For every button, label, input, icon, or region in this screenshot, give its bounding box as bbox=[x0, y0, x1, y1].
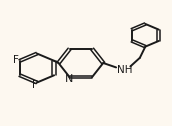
Text: F: F bbox=[32, 80, 38, 90]
Text: N: N bbox=[65, 74, 73, 84]
Text: F: F bbox=[13, 55, 19, 65]
Text: NH: NH bbox=[117, 65, 132, 75]
